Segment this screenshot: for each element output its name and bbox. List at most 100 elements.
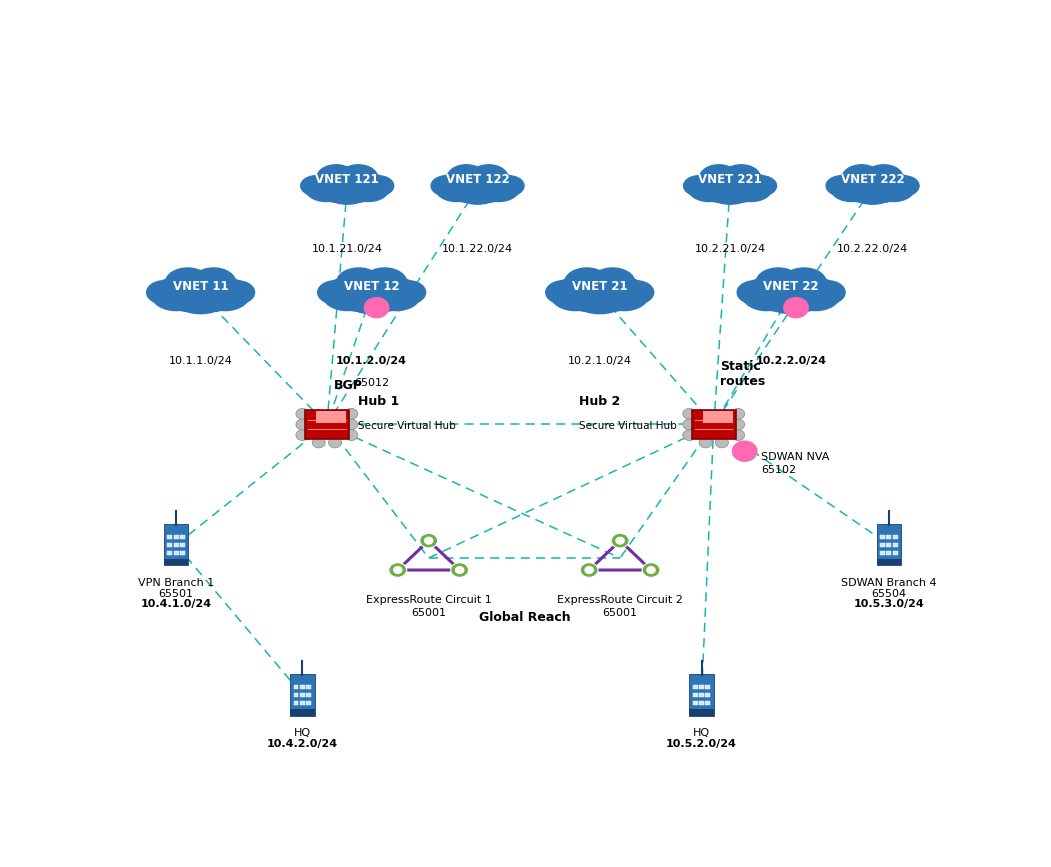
FancyBboxPatch shape (886, 534, 891, 538)
FancyBboxPatch shape (880, 543, 885, 547)
Ellipse shape (339, 271, 404, 314)
Text: 10.1.1.0/24: 10.1.1.0/24 (168, 356, 232, 367)
Ellipse shape (320, 167, 375, 205)
FancyBboxPatch shape (699, 685, 704, 689)
FancyBboxPatch shape (699, 701, 704, 705)
FancyBboxPatch shape (877, 524, 901, 565)
FancyBboxPatch shape (173, 543, 179, 547)
Ellipse shape (737, 281, 772, 304)
Circle shape (329, 437, 342, 448)
Text: Hub 2: Hub 2 (579, 395, 620, 408)
FancyBboxPatch shape (306, 685, 311, 689)
Circle shape (683, 419, 696, 430)
FancyBboxPatch shape (892, 534, 898, 538)
Ellipse shape (317, 281, 353, 304)
FancyBboxPatch shape (167, 543, 172, 547)
Circle shape (312, 437, 325, 448)
FancyBboxPatch shape (173, 551, 179, 555)
Ellipse shape (314, 184, 380, 203)
Ellipse shape (390, 281, 426, 304)
Ellipse shape (494, 176, 524, 196)
FancyBboxPatch shape (693, 685, 698, 689)
Ellipse shape (826, 176, 857, 196)
Ellipse shape (191, 268, 235, 297)
Ellipse shape (889, 176, 919, 196)
Ellipse shape (697, 184, 763, 203)
Text: Secure Virtual Hub: Secure Virtual Hub (357, 421, 455, 431)
Text: VNET 122: VNET 122 (446, 173, 510, 186)
Text: 65501: 65501 (159, 589, 193, 599)
FancyBboxPatch shape (880, 551, 885, 555)
Circle shape (647, 567, 655, 573)
Ellipse shape (591, 268, 635, 297)
Text: HQ: HQ (693, 728, 710, 738)
Text: 10.5.2.0/24: 10.5.2.0/24 (666, 739, 737, 749)
Ellipse shape (305, 173, 347, 201)
Text: VNET 11: VNET 11 (172, 280, 228, 293)
FancyBboxPatch shape (167, 551, 172, 555)
Ellipse shape (450, 167, 506, 205)
FancyBboxPatch shape (703, 411, 721, 423)
FancyBboxPatch shape (306, 701, 311, 705)
FancyBboxPatch shape (167, 534, 172, 538)
Text: 10.1.2.0/24: 10.1.2.0/24 (336, 356, 407, 367)
FancyBboxPatch shape (164, 524, 188, 565)
Ellipse shape (742, 278, 791, 310)
Text: 10.5.3.0/24: 10.5.3.0/24 (853, 599, 924, 610)
Ellipse shape (759, 271, 823, 314)
Ellipse shape (163, 290, 239, 312)
Ellipse shape (845, 167, 901, 205)
Text: Global Reach: Global Reach (478, 611, 571, 624)
Ellipse shape (470, 165, 508, 190)
Ellipse shape (168, 271, 233, 314)
Circle shape (683, 408, 696, 419)
Text: Static
routes: Static routes (720, 360, 765, 388)
Text: 10.2.2.0/24: 10.2.2.0/24 (756, 356, 827, 367)
FancyBboxPatch shape (715, 411, 733, 423)
Text: ExpressRoute Circuit 2: ExpressRoute Circuit 2 (557, 595, 683, 604)
Text: Secure Virtual Hub: Secure Virtual Hub (579, 421, 677, 431)
Circle shape (345, 408, 357, 419)
Ellipse shape (445, 184, 511, 203)
Ellipse shape (333, 290, 410, 312)
Ellipse shape (165, 268, 210, 297)
Text: 10.1.22.0/24: 10.1.22.0/24 (442, 244, 513, 254)
Text: 10.1.21.0/24: 10.1.21.0/24 (312, 244, 383, 254)
Ellipse shape (872, 173, 915, 201)
Ellipse shape (363, 268, 407, 297)
FancyBboxPatch shape (305, 410, 349, 440)
Ellipse shape (220, 281, 254, 304)
Text: 10.4.2.0/24: 10.4.2.0/24 (267, 739, 338, 749)
Ellipse shape (782, 268, 826, 297)
Ellipse shape (301, 176, 331, 196)
FancyBboxPatch shape (880, 534, 885, 538)
Ellipse shape (147, 281, 182, 304)
Text: 65001: 65001 (602, 608, 638, 618)
Ellipse shape (618, 281, 654, 304)
Ellipse shape (448, 165, 486, 190)
Text: VNET 121: VNET 121 (315, 173, 379, 186)
Ellipse shape (201, 278, 250, 310)
Ellipse shape (600, 278, 648, 310)
Text: VNET 12: VNET 12 (344, 280, 399, 293)
FancyBboxPatch shape (693, 701, 698, 705)
Text: BGP: BGP (333, 380, 363, 393)
Text: VNET 222: VNET 222 (841, 173, 905, 186)
FancyBboxPatch shape (877, 559, 901, 565)
FancyBboxPatch shape (886, 551, 891, 555)
Ellipse shape (810, 281, 845, 304)
Circle shape (451, 563, 469, 577)
Circle shape (296, 419, 309, 430)
Ellipse shape (364, 176, 394, 196)
FancyBboxPatch shape (705, 701, 710, 705)
Circle shape (296, 408, 309, 419)
Ellipse shape (746, 176, 777, 196)
Text: HQ: HQ (294, 728, 311, 738)
FancyBboxPatch shape (180, 551, 185, 555)
FancyBboxPatch shape (180, 534, 185, 538)
FancyBboxPatch shape (290, 709, 314, 715)
Circle shape (731, 419, 745, 430)
Ellipse shape (683, 176, 714, 196)
FancyBboxPatch shape (689, 675, 714, 715)
Text: 65012: 65012 (354, 378, 389, 388)
